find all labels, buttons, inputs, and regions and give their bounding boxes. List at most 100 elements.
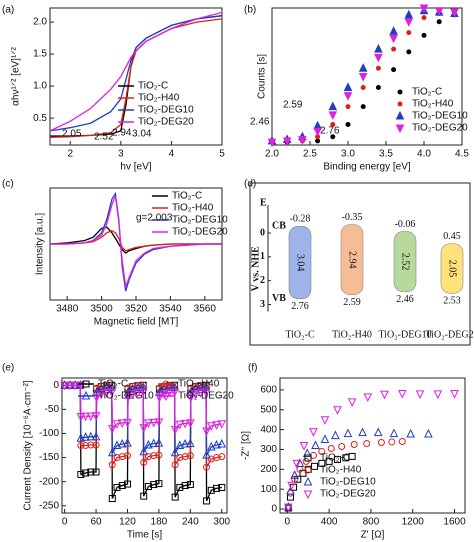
x-tick-label: 3 (118, 149, 124, 160)
y-tick-label: -200 (39, 476, 59, 487)
plot-frame (249, 182, 471, 346)
y-axis-label: -Z'' [Ω] (241, 431, 252, 460)
marker (374, 53, 383, 63)
legend-label: TiO₂-DEG10 (172, 215, 228, 226)
marker (123, 418, 132, 428)
vb-label: VB (272, 293, 286, 304)
marker (202, 427, 211, 437)
legend-marker (395, 110, 405, 120)
marker (309, 428, 318, 437)
legend-label: TiO₂-DEG20 (178, 391, 234, 402)
marker (118, 482, 126, 490)
x-axis-label: hv [eV] (120, 162, 151, 173)
marker (217, 438, 227, 448)
marker (180, 419, 190, 429)
marker (170, 447, 180, 457)
marker (117, 419, 127, 428)
vb-value: 2.59 (343, 297, 361, 308)
x-tick-label: 3.0 (341, 149, 355, 160)
legend-marker (397, 89, 403, 95)
marker (404, 9, 414, 19)
legend-label: TiO₂-DEG20 (320, 489, 376, 500)
marker (117, 438, 127, 448)
marker (112, 440, 122, 449)
cb-value: -0.06 (395, 219, 416, 230)
marker (123, 393, 133, 403)
marker (398, 438, 406, 446)
series-line (50, 195, 222, 287)
marker (175, 420, 185, 430)
vb-value: 2.76 (291, 301, 309, 312)
y-tick-label: 600 (260, 385, 277, 396)
y-tick-label: 100 (260, 484, 277, 495)
cb-value: 0.45 (443, 231, 461, 242)
marker (360, 104, 366, 110)
x-tick-label: 3560 (194, 304, 217, 315)
marker (82, 469, 90, 477)
marker (196, 388, 206, 398)
marker (87, 468, 95, 476)
marker (86, 412, 96, 422)
marker (373, 427, 383, 437)
marker (318, 459, 326, 467)
marker (107, 425, 117, 434)
marker (294, 475, 302, 483)
marker (170, 388, 179, 398)
legend-marker (82, 380, 90, 388)
marker (328, 111, 338, 120)
marker (144, 439, 153, 449)
y-tick-label: 0 (53, 380, 59, 391)
marker (113, 454, 121, 462)
marker (391, 67, 397, 73)
y-tick-label: -250 (39, 500, 59, 511)
y-tick-label: 3 (260, 299, 265, 310)
marker (96, 390, 106, 400)
marker (140, 458, 148, 466)
marker (213, 484, 221, 492)
marker (186, 393, 196, 403)
legend-label: TiO₂-C (98, 379, 128, 390)
x-axis-label: Z' [Ω] (361, 530, 385, 541)
plot-frame (271, 7, 463, 146)
marker (186, 481, 194, 489)
legend-label: TiO₂-C (320, 453, 350, 464)
marker (206, 441, 216, 451)
marker (139, 446, 149, 456)
marker (389, 428, 399, 438)
marker (286, 486, 295, 495)
series-line (50, 229, 222, 252)
y-tick-label: -50 (45, 404, 60, 415)
band-bar (340, 224, 364, 296)
marker (144, 482, 152, 490)
legend-label: TiO₂-C (412, 87, 442, 98)
marker (108, 495, 116, 503)
legend-marker (395, 124, 405, 134)
marker (397, 389, 407, 399)
legend-label: TiO₂-H40 (320, 465, 362, 476)
y-axis-label: Counts [s] (257, 54, 268, 99)
marker (138, 388, 148, 398)
marker (389, 34, 398, 44)
marker (415, 390, 425, 400)
legend-marker (303, 476, 313, 486)
y-axis-label: Current Density [10⁻⁶A·cm⁻²] (23, 380, 34, 510)
y-tick-label: 1.5 (33, 49, 47, 60)
marker (149, 418, 158, 428)
marker (140, 492, 148, 500)
marker (150, 481, 158, 489)
marker (343, 428, 353, 438)
marker (154, 437, 164, 447)
x-tick-label: 800 (363, 517, 380, 528)
marker (165, 382, 174, 392)
marker (113, 483, 121, 491)
series-line (50, 18, 222, 138)
marker (377, 439, 385, 447)
marker (421, 32, 427, 38)
legend-label: TiO₂-DEG20 (412, 123, 468, 134)
marker (77, 470, 85, 478)
x-tick-label: 400 (321, 517, 338, 528)
marker (91, 412, 101, 421)
marker (358, 73, 368, 82)
marker (347, 398, 357, 407)
